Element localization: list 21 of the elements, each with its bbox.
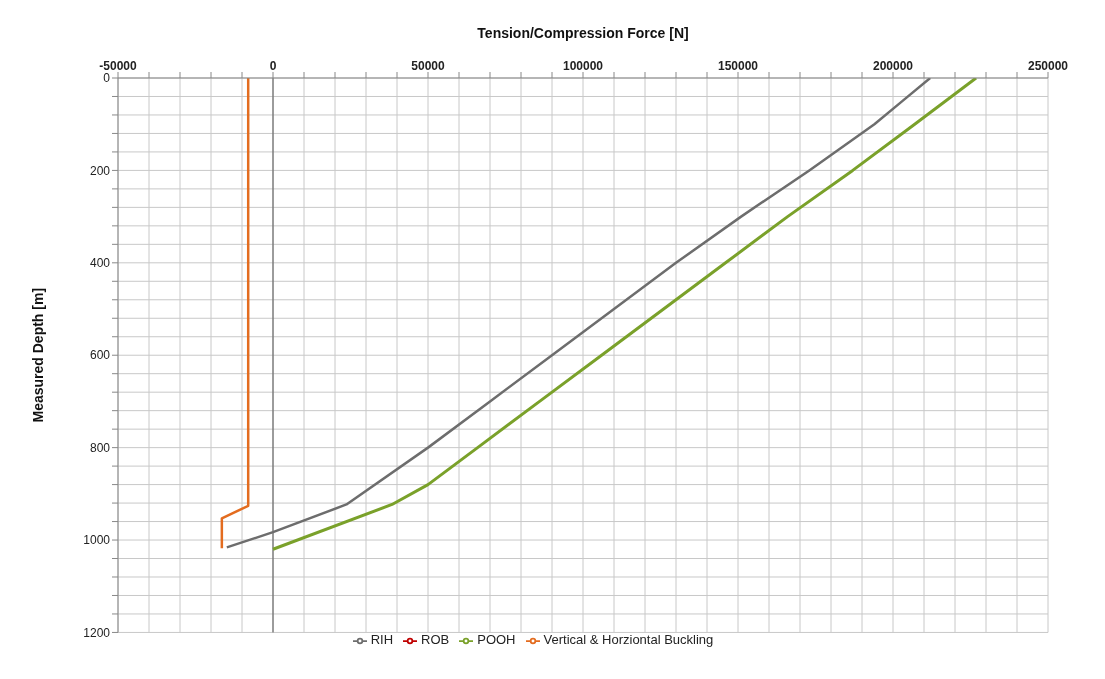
x-tick-label: 100000 bbox=[562, 59, 604, 73]
y-tick-label: 1200 bbox=[83, 625, 111, 640]
x-tick-label: 200000 bbox=[872, 59, 914, 73]
y-tick-label: 1000 bbox=[83, 533, 111, 548]
legend-label: RIH bbox=[370, 632, 394, 648]
y-tick-label: 800 bbox=[89, 440, 111, 455]
x-tick-label: 0 bbox=[269, 59, 277, 73]
y-tick-label: 400 bbox=[89, 256, 111, 271]
x-tick-label: -50000 bbox=[99, 59, 137, 73]
y-axis-title: Measured Depth [m] bbox=[29, 287, 46, 423]
y-tick-label: 200 bbox=[89, 163, 111, 178]
line-series bbox=[220, 78, 250, 550]
x-axis-title: Tension/Compression Force [N] bbox=[477, 24, 689, 41]
legend-label: POOH bbox=[477, 632, 516, 648]
y-tick-label: 0 bbox=[103, 71, 111, 86]
legend-label: ROB bbox=[421, 632, 450, 648]
legend-label: Vertical & Horziontal Buckling bbox=[543, 632, 714, 648]
x-tick-label: 150000 bbox=[717, 59, 759, 73]
x-tick-label: 250000 bbox=[1027, 59, 1069, 73]
y-tick-label: 600 bbox=[89, 348, 111, 363]
x-tick-label: 50000 bbox=[411, 59, 446, 73]
